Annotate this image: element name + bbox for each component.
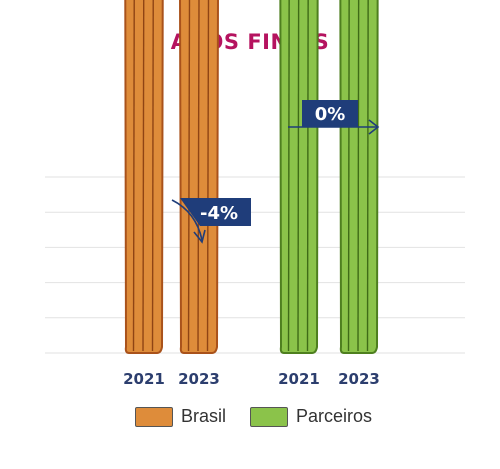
- pencil-stripe: [132, 0, 135, 352]
- pencil-stripe: [347, 0, 350, 352]
- pencil-stripe: [142, 0, 145, 352]
- bar-brasil-2023: [179, 0, 219, 354]
- legend-swatch-brasil: [135, 406, 173, 427]
- change-arrow-brasil: [171, 199, 203, 241]
- legend: Brasil Parceiros: [0, 406, 500, 434]
- pencil-stripe: [187, 0, 191, 352]
- legend-label-parceiros: Parceiros: [296, 406, 373, 426]
- labels: 4,820214,620234,920214,92023: [123, 370, 380, 388]
- pencil-stripe: [357, 0, 360, 352]
- bar-parceiros-2023: [339, 0, 379, 354]
- legend-swatch-parceiros: [250, 406, 288, 427]
- bar-parceiros-2021: [279, 0, 319, 354]
- change-arrowhead-parceiros: [368, 119, 380, 135]
- change-box-parceiros: [302, 100, 358, 127]
- legend-item-brasil: Brasil: [135, 406, 226, 427]
- legend-label-brasil: Brasil: [181, 406, 227, 426]
- bars: [124, 0, 379, 354]
- pencil-stripe: [306, 0, 309, 352]
- change-label-brasil: -4%: [200, 203, 238, 224]
- change-label-parceiros: 0%: [315, 104, 346, 125]
- category-label: 2023: [338, 370, 380, 388]
- grid-lines: [45, 176, 465, 354]
- pencil-stripe: [151, 0, 154, 352]
- category-label: 2021: [278, 370, 320, 388]
- change-box-brasil: [180, 198, 251, 226]
- category-label: 2023: [178, 370, 220, 388]
- pencil-stripe: [287, 0, 290, 352]
- pencil-stripe: [366, 0, 369, 352]
- change-badge-brasil: -4%: [171, 198, 251, 244]
- change-arrowhead-brasil: [193, 229, 206, 244]
- legend-item-parceiros: Parceiros: [250, 406, 372, 427]
- change-badge-parceiros: 0%: [288, 100, 380, 135]
- pencil-stripe: [197, 0, 200, 352]
- pencil-stripe: [297, 0, 300, 352]
- pencil-stripe: [206, 0, 210, 352]
- bar-brasil-2021: [124, 0, 164, 354]
- category-label: 2021: [123, 370, 165, 388]
- change-badges: -4% 0%: [171, 100, 380, 244]
